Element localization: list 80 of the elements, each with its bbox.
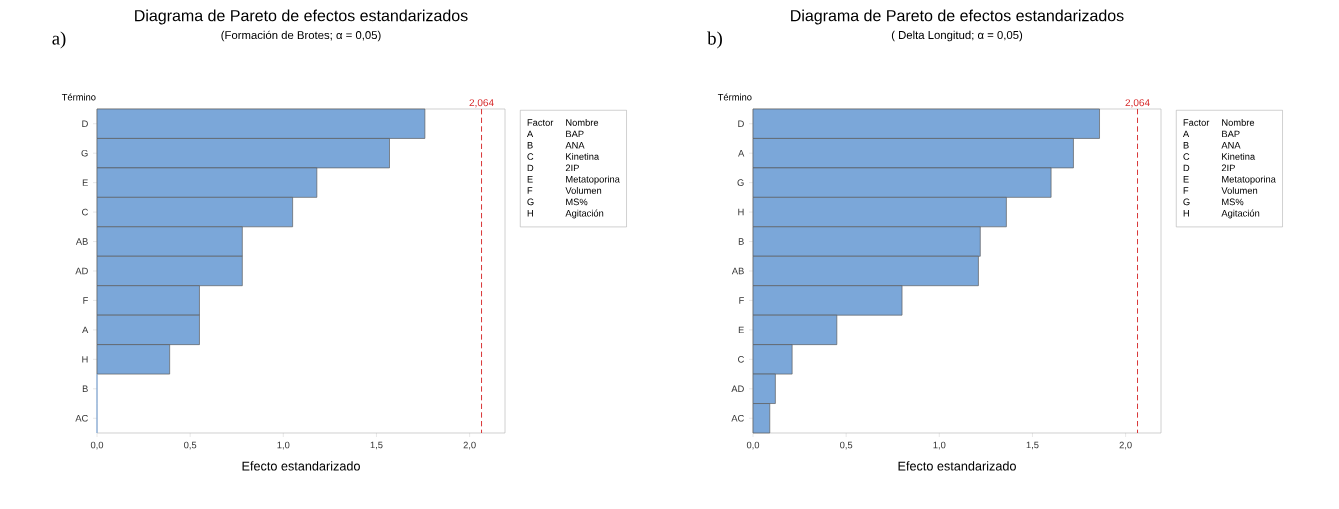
y-tick-label: A [738, 149, 745, 157]
text: G [1183, 198, 1190, 206]
y-tick-label: AC [731, 414, 744, 422]
text: C [527, 153, 534, 160]
y-tick-label: F [739, 297, 744, 304]
y-tick-label: B [738, 238, 744, 245]
x-tick-label: 2,0 [463, 441, 476, 450]
y-tick-label: E [82, 179, 88, 186]
text: E [1183, 176, 1189, 183]
text: Volumen [1221, 187, 1258, 194]
y-tick-label: AD [75, 267, 88, 275]
x-tick-label: 0,0 [90, 441, 104, 450]
text: Nombre [1222, 119, 1255, 126]
text: C [1183, 153, 1190, 160]
text: H [527, 210, 533, 217]
x-tick-label: 0,5 [840, 441, 853, 450]
text: Factor [527, 119, 554, 126]
y-tick-label: H [82, 356, 88, 363]
text: b) [707, 31, 722, 49]
text: G [527, 198, 534, 206]
text: E [527, 176, 533, 183]
y-tick-label: C [738, 356, 744, 363]
y-tick-label: G [81, 149, 88, 157]
text: Volumen [565, 187, 602, 194]
chart-subtitle: ( Delta Longitud; α = 0,05) [891, 30, 1023, 42]
text: BAP [1222, 130, 1240, 138]
text: D [527, 164, 534, 172]
x-axis-title: Efecto estandarizado [898, 461, 1016, 471]
text: 2IP [1221, 164, 1235, 172]
text: ANA [1221, 142, 1241, 149]
x-axis-title: Efecto estandarizado [242, 461, 360, 471]
text: Factor [1183, 119, 1210, 126]
x-tick-label: 1,0 [933, 441, 946, 450]
text: ANA [565, 142, 585, 149]
chart-subtitle: (Formación de Brotes; α = 0,05) [221, 30, 381, 42]
y-tick-label: G [737, 179, 744, 186]
x-tick-label: 0,0 [746, 441, 760, 450]
y-tick-label: C [82, 208, 88, 216]
y-axis-title: Término [717, 93, 752, 101]
chart-title: Diagrama de Pareto de efectos estandarizados [791, 9, 1124, 25]
text: MS% [1222, 198, 1244, 206]
y-tick-label: D [738, 120, 744, 127]
x-tick-label: 0,5 [184, 441, 197, 450]
text: B [527, 142, 533, 149]
text: Agitación [565, 209, 604, 219]
text: BAP [566, 130, 584, 138]
text: Kinetina [1222, 153, 1256, 160]
text: a) [52, 31, 66, 49]
text: B [1183, 142, 1189, 149]
text: MS% [566, 198, 588, 206]
y-tick-label: AD [731, 385, 744, 393]
x-tick-label: 2,0 [1119, 441, 1132, 450]
x-tick-label: 1,0 [277, 441, 290, 450]
y-axis-title: Término [61, 93, 96, 101]
text: D [1183, 164, 1190, 172]
text: Metatoporina [1222, 175, 1276, 185]
text: H [1183, 210, 1189, 217]
y-tick-label: H [738, 208, 744, 216]
y-tick-label: D [82, 120, 88, 127]
text: Metatoporina [566, 175, 620, 185]
text: 2IP [565, 164, 579, 172]
x-tick-label: 1,5 [1026, 441, 1039, 450]
y-tick-label: A [82, 326, 89, 334]
text: F [527, 187, 533, 194]
text: A [1182, 130, 1190, 138]
text: A [526, 130, 534, 138]
chart-title: Diagrama de Pareto de efectos estandarizados [135, 9, 468, 25]
text: Nombre [566, 119, 599, 126]
ref-line-label: 2,064 [469, 99, 494, 108]
y-tick-label: E [738, 326, 744, 334]
y-tick-label: AB [75, 238, 88, 245]
y-tick-label: AC [75, 414, 88, 422]
text: Kinetina [566, 153, 600, 160]
text: Agitación [1221, 209, 1260, 219]
x-tick-label: 1,5 [370, 441, 383, 450]
text: F [1183, 187, 1189, 194]
y-tick-label: B [82, 385, 88, 393]
y-tick-label: AB [731, 267, 744, 275]
ref-line-label: 2,064 [1125, 99, 1150, 108]
y-tick-label: F [83, 297, 88, 304]
